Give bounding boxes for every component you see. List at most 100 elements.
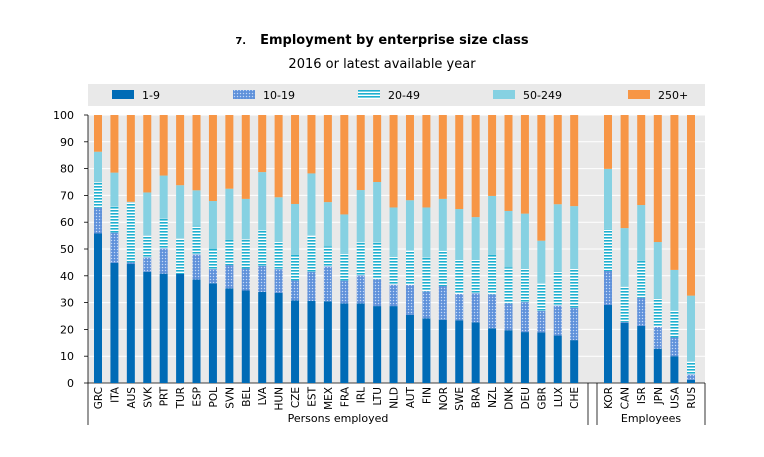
bar-RUS-1-9 bbox=[687, 379, 695, 383]
x-tick-label-NZL: NZL bbox=[487, 387, 499, 408]
x-tick-label-CAN: CAN bbox=[620, 387, 632, 409]
bar-POL-50-249 bbox=[208, 201, 217, 249]
bar-IRL-20-49 bbox=[356, 242, 365, 276]
bar-AUT-50-249 bbox=[405, 200, 414, 251]
legend-label-50-249: 50-249 bbox=[523, 89, 562, 102]
y-tick-label: 90 bbox=[60, 136, 74, 149]
bar-NZL-20-49 bbox=[488, 254, 497, 295]
bar-FIN-1-9 bbox=[422, 318, 431, 383]
bar-LVA-50-249 bbox=[258, 172, 267, 231]
bar-SWE-250+ bbox=[455, 115, 464, 210]
bar-MEX-50-249 bbox=[323, 202, 332, 247]
bar-NZL-10-19 bbox=[488, 294, 497, 329]
bar-PRT-10-19 bbox=[159, 248, 168, 274]
bar-GRC-20-49 bbox=[94, 182, 102, 208]
bar-CZE-250+ bbox=[291, 115, 300, 204]
bar-DEU-20-49 bbox=[520, 268, 529, 303]
bar-NZL-250+ bbox=[488, 115, 497, 196]
bar-MEX-250+ bbox=[323, 115, 332, 203]
bar-CHE-50-249 bbox=[570, 206, 579, 269]
bar-AUS-1-9 bbox=[126, 264, 135, 383]
bar-AUS-10-19 bbox=[126, 262, 135, 265]
chart-subtitle: 2016 or latest available year bbox=[288, 57, 476, 72]
x-tick-label-ESP: ESP bbox=[192, 387, 204, 407]
bar-TUR-1-9 bbox=[176, 273, 185, 383]
x-tick-label-BEL: BEL bbox=[241, 387, 253, 407]
bar-RUS-250+ bbox=[687, 115, 695, 296]
bar-POL-10-19 bbox=[208, 269, 217, 284]
bar-LUX-20-49 bbox=[553, 270, 562, 306]
bar-EST-250+ bbox=[307, 115, 316, 174]
bar-FRA-250+ bbox=[340, 115, 349, 215]
bar-FIN-250+ bbox=[422, 115, 431, 208]
bar-GRC-50-249 bbox=[94, 151, 102, 183]
x-tick-label-NOR: NOR bbox=[438, 387, 450, 410]
bar-CHE-10-19 bbox=[570, 307, 579, 341]
bar-ITA-10-19 bbox=[110, 232, 119, 263]
bar-POL-250+ bbox=[208, 115, 217, 202]
bar-USA-10-19 bbox=[670, 337, 679, 357]
bar-EST-10-19 bbox=[307, 271, 316, 301]
x-tick-label-DEU: DEU bbox=[520, 387, 532, 409]
bar-AUT-1-9 bbox=[405, 314, 414, 383]
bar-LTU-250+ bbox=[373, 115, 382, 182]
bar-MEX-20-49 bbox=[323, 246, 332, 267]
bar-IRL-10-19 bbox=[356, 275, 365, 304]
bar-LTU-50-249 bbox=[373, 182, 382, 243]
bar-ITA-250+ bbox=[110, 115, 119, 173]
bar-CAN-50-249 bbox=[620, 228, 629, 287]
bar-SVK-1-9 bbox=[143, 271, 152, 383]
bar-JPN-1-9 bbox=[653, 348, 662, 383]
bar-LVA-250+ bbox=[258, 115, 267, 173]
bar-LUX-1-9 bbox=[553, 335, 562, 383]
bar-AUT-10-19 bbox=[405, 284, 414, 315]
bar-CHE-250+ bbox=[570, 115, 579, 207]
bar-POL-20-49 bbox=[208, 249, 217, 270]
bar-BRA-250+ bbox=[471, 115, 480, 218]
bar-BRA-20-49 bbox=[471, 259, 480, 294]
bar-FRA-1-9 bbox=[340, 303, 349, 383]
y-tick-label: 70 bbox=[60, 189, 74, 202]
legend-swatch-50-249 bbox=[493, 90, 515, 99]
bar-RUS-20-49 bbox=[687, 361, 695, 375]
group-label: Persons employed bbox=[288, 412, 389, 425]
legend-swatch-20-49 bbox=[358, 90, 380, 99]
x-tick-label-CHE: CHE bbox=[569, 387, 581, 409]
bar-LTU-1-9 bbox=[373, 306, 382, 383]
bar-BEL-1-9 bbox=[241, 290, 250, 383]
legend-swatch-250+ bbox=[628, 90, 650, 99]
bar-LUX-250+ bbox=[553, 115, 562, 205]
bar-ITA-1-9 bbox=[110, 262, 119, 383]
bar-CHE-1-9 bbox=[570, 340, 579, 383]
bar-DNK-50-249 bbox=[504, 210, 513, 268]
bar-ITA-20-49 bbox=[110, 206, 119, 233]
x-tick-label-RUS: RUS bbox=[686, 387, 698, 409]
x-tick-label-HUN: HUN bbox=[274, 387, 286, 410]
bar-SWE-50-249 bbox=[455, 209, 464, 260]
bar-NZL-50-249 bbox=[488, 195, 497, 255]
chart-title: 7. Employment by enterprise size class bbox=[0, 33, 764, 48]
bar-KOR-20-49 bbox=[604, 228, 612, 271]
bar-ISR-50-249 bbox=[637, 205, 646, 261]
bar-AUS-20-49 bbox=[126, 202, 135, 263]
bar-SVN-20-49 bbox=[225, 239, 234, 266]
x-tick-label-AUT: AUT bbox=[405, 386, 417, 408]
bar-AUT-20-49 bbox=[405, 250, 414, 285]
bar-PRT-250+ bbox=[159, 115, 168, 176]
bar-NOR-20-49 bbox=[438, 250, 447, 286]
bar-SVN-1-9 bbox=[225, 288, 234, 383]
bar-GBR-50-249 bbox=[537, 240, 546, 284]
bar-ISR-10-19 bbox=[637, 297, 646, 326]
bar-FRA-50-249 bbox=[340, 214, 349, 255]
x-tick-label-ISR: ISR bbox=[636, 387, 648, 404]
bar-CAN-250+ bbox=[620, 115, 629, 229]
bar-BEL-250+ bbox=[241, 115, 250, 199]
x-tick-label-IRL: IRL bbox=[356, 387, 368, 403]
bar-CAN-20-49 bbox=[620, 286, 629, 322]
figure-number: 7. bbox=[235, 36, 247, 47]
bar-HUN-250+ bbox=[274, 115, 283, 198]
bar-IRL-250+ bbox=[356, 115, 365, 191]
x-tick-label-EST: EST bbox=[306, 386, 318, 406]
x-tick-label-BRA: BRA bbox=[471, 386, 483, 408]
